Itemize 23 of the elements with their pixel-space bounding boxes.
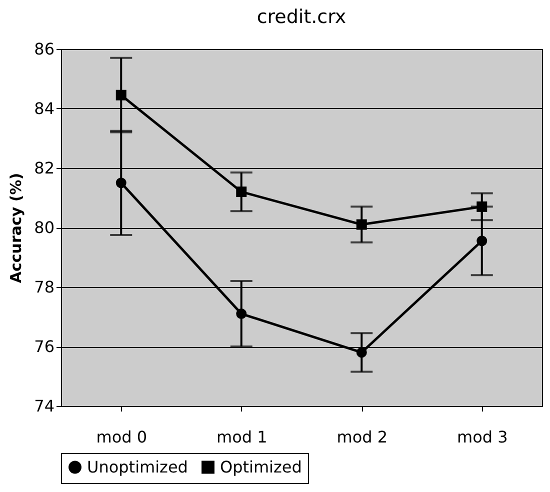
x-tick-label: mod 3 xyxy=(456,428,508,446)
point xyxy=(116,178,126,188)
point xyxy=(476,201,488,212)
y-tick-label: 74 xyxy=(34,396,54,416)
x-tick-label: mod 2 xyxy=(336,428,388,446)
legend-label: Optimized xyxy=(220,457,302,476)
x-tick-label: mod 1 xyxy=(216,428,268,446)
x-tick-label: mod 0 xyxy=(96,428,148,446)
point xyxy=(236,186,247,198)
y-tick-label: 78 xyxy=(34,278,54,296)
point xyxy=(356,347,367,358)
point xyxy=(116,90,126,100)
y-tick-label: 76 xyxy=(34,337,54,356)
y-tick-label: 86 xyxy=(34,40,54,58)
y-tick-label: 82 xyxy=(34,158,54,178)
legend-label: Unoptimized xyxy=(87,457,188,476)
y-tick-label: 80 xyxy=(34,218,54,237)
y-axis-title: Accuracy (%) xyxy=(7,172,26,284)
chart-title: credit.crx xyxy=(256,6,346,28)
point xyxy=(236,308,247,320)
point xyxy=(476,236,488,246)
point xyxy=(356,219,367,230)
y-tick-label: 84 xyxy=(34,99,54,118)
